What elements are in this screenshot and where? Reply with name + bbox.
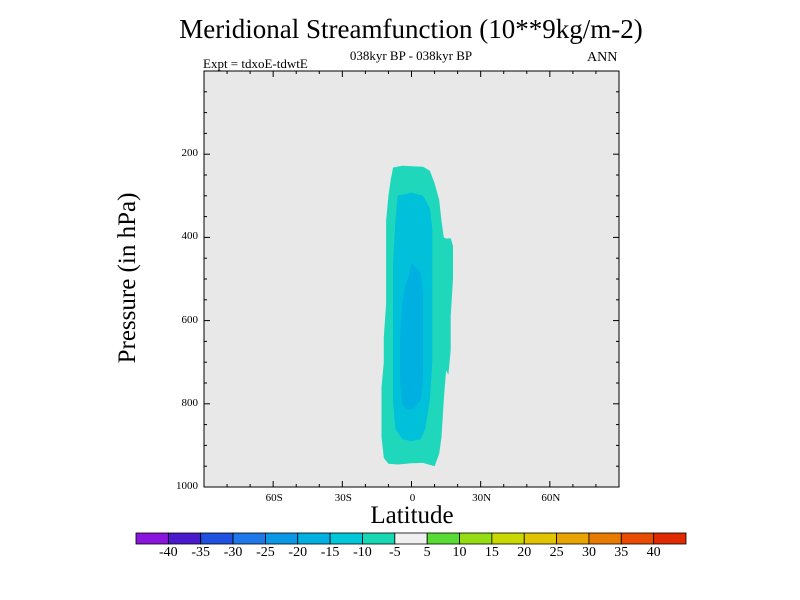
y-tick-label: 400 <box>181 230 199 243</box>
colorbar-tick-label: 40 <box>646 545 661 560</box>
colorbar-tick-label: -30 <box>223 545 243 560</box>
colorbar-tick-label: 10 <box>452 545 467 560</box>
colorbar-box <box>459 532 493 545</box>
x-tick-label: 60N <box>541 492 561 504</box>
season-label: ANN <box>587 50 618 65</box>
colorbar-box <box>232 532 266 545</box>
colorbar-box <box>556 532 590 545</box>
experiment-label: Expt = tdxoE-tdwtE <box>203 56 308 71</box>
colorbar-box <box>653 532 687 545</box>
colorbar-tick-label: -20 <box>288 545 308 560</box>
colorbar-tick-label: -25 <box>256 545 275 560</box>
colorbar-box <box>167 532 202 545</box>
y-tick-label: 200 <box>181 147 199 160</box>
colorbar-box <box>523 532 557 545</box>
contour-region-3 <box>400 263 423 410</box>
colorbar-tick-label: 35 <box>614 545 629 560</box>
colorbar-box <box>297 532 331 545</box>
colorbar-box <box>329 532 363 545</box>
colorbar-box <box>620 532 655 545</box>
chart-title: Meridional Streamfunction (10**9kg/m-2) <box>179 14 643 44</box>
colorbar-box <box>200 532 234 545</box>
colorbar-tick-label: -10 <box>353 545 372 560</box>
colorbar-tick-label: -5 <box>388 545 401 560</box>
colorbar-tick-label: 30 <box>581 545 596 560</box>
colorbar-tick-label: 15 <box>484 545 499 560</box>
colorbar-tick-label: 20 <box>517 545 532 560</box>
colorbar-tick-label: -35 <box>191 545 211 560</box>
colorbar-tick-label: 5 <box>423 545 431 560</box>
colorbar-tick-label: -40 <box>159 545 178 560</box>
x-tick-label: 0 <box>409 492 416 504</box>
colorbar-tick-label: 25 <box>549 545 564 560</box>
colorbar-box <box>265 532 299 545</box>
colorbar-box <box>362 532 396 545</box>
y-axis-label: Pressure (in hPa) <box>114 192 141 364</box>
colorbar-box <box>135 532 169 545</box>
colorbar-box <box>394 532 428 545</box>
colorbar-box <box>588 532 622 545</box>
x-axis-label: Latitude <box>370 502 454 529</box>
x-tick-label: 30S <box>334 492 352 504</box>
colorbar-box <box>491 532 525 545</box>
colorbar-tick-label: -15 <box>320 545 340 560</box>
chart-subtitle: 038kyr BP - 038kyr BP <box>349 48 473 63</box>
y-tick-label: 600 <box>181 313 199 326</box>
y-tick-label: 800 <box>181 396 199 409</box>
x-tick-label: 60S <box>265 492 283 504</box>
x-tick-label: 30N <box>472 492 492 504</box>
y-tick-label: 1000 <box>176 480 198 492</box>
colorbar-box <box>426 532 460 545</box>
